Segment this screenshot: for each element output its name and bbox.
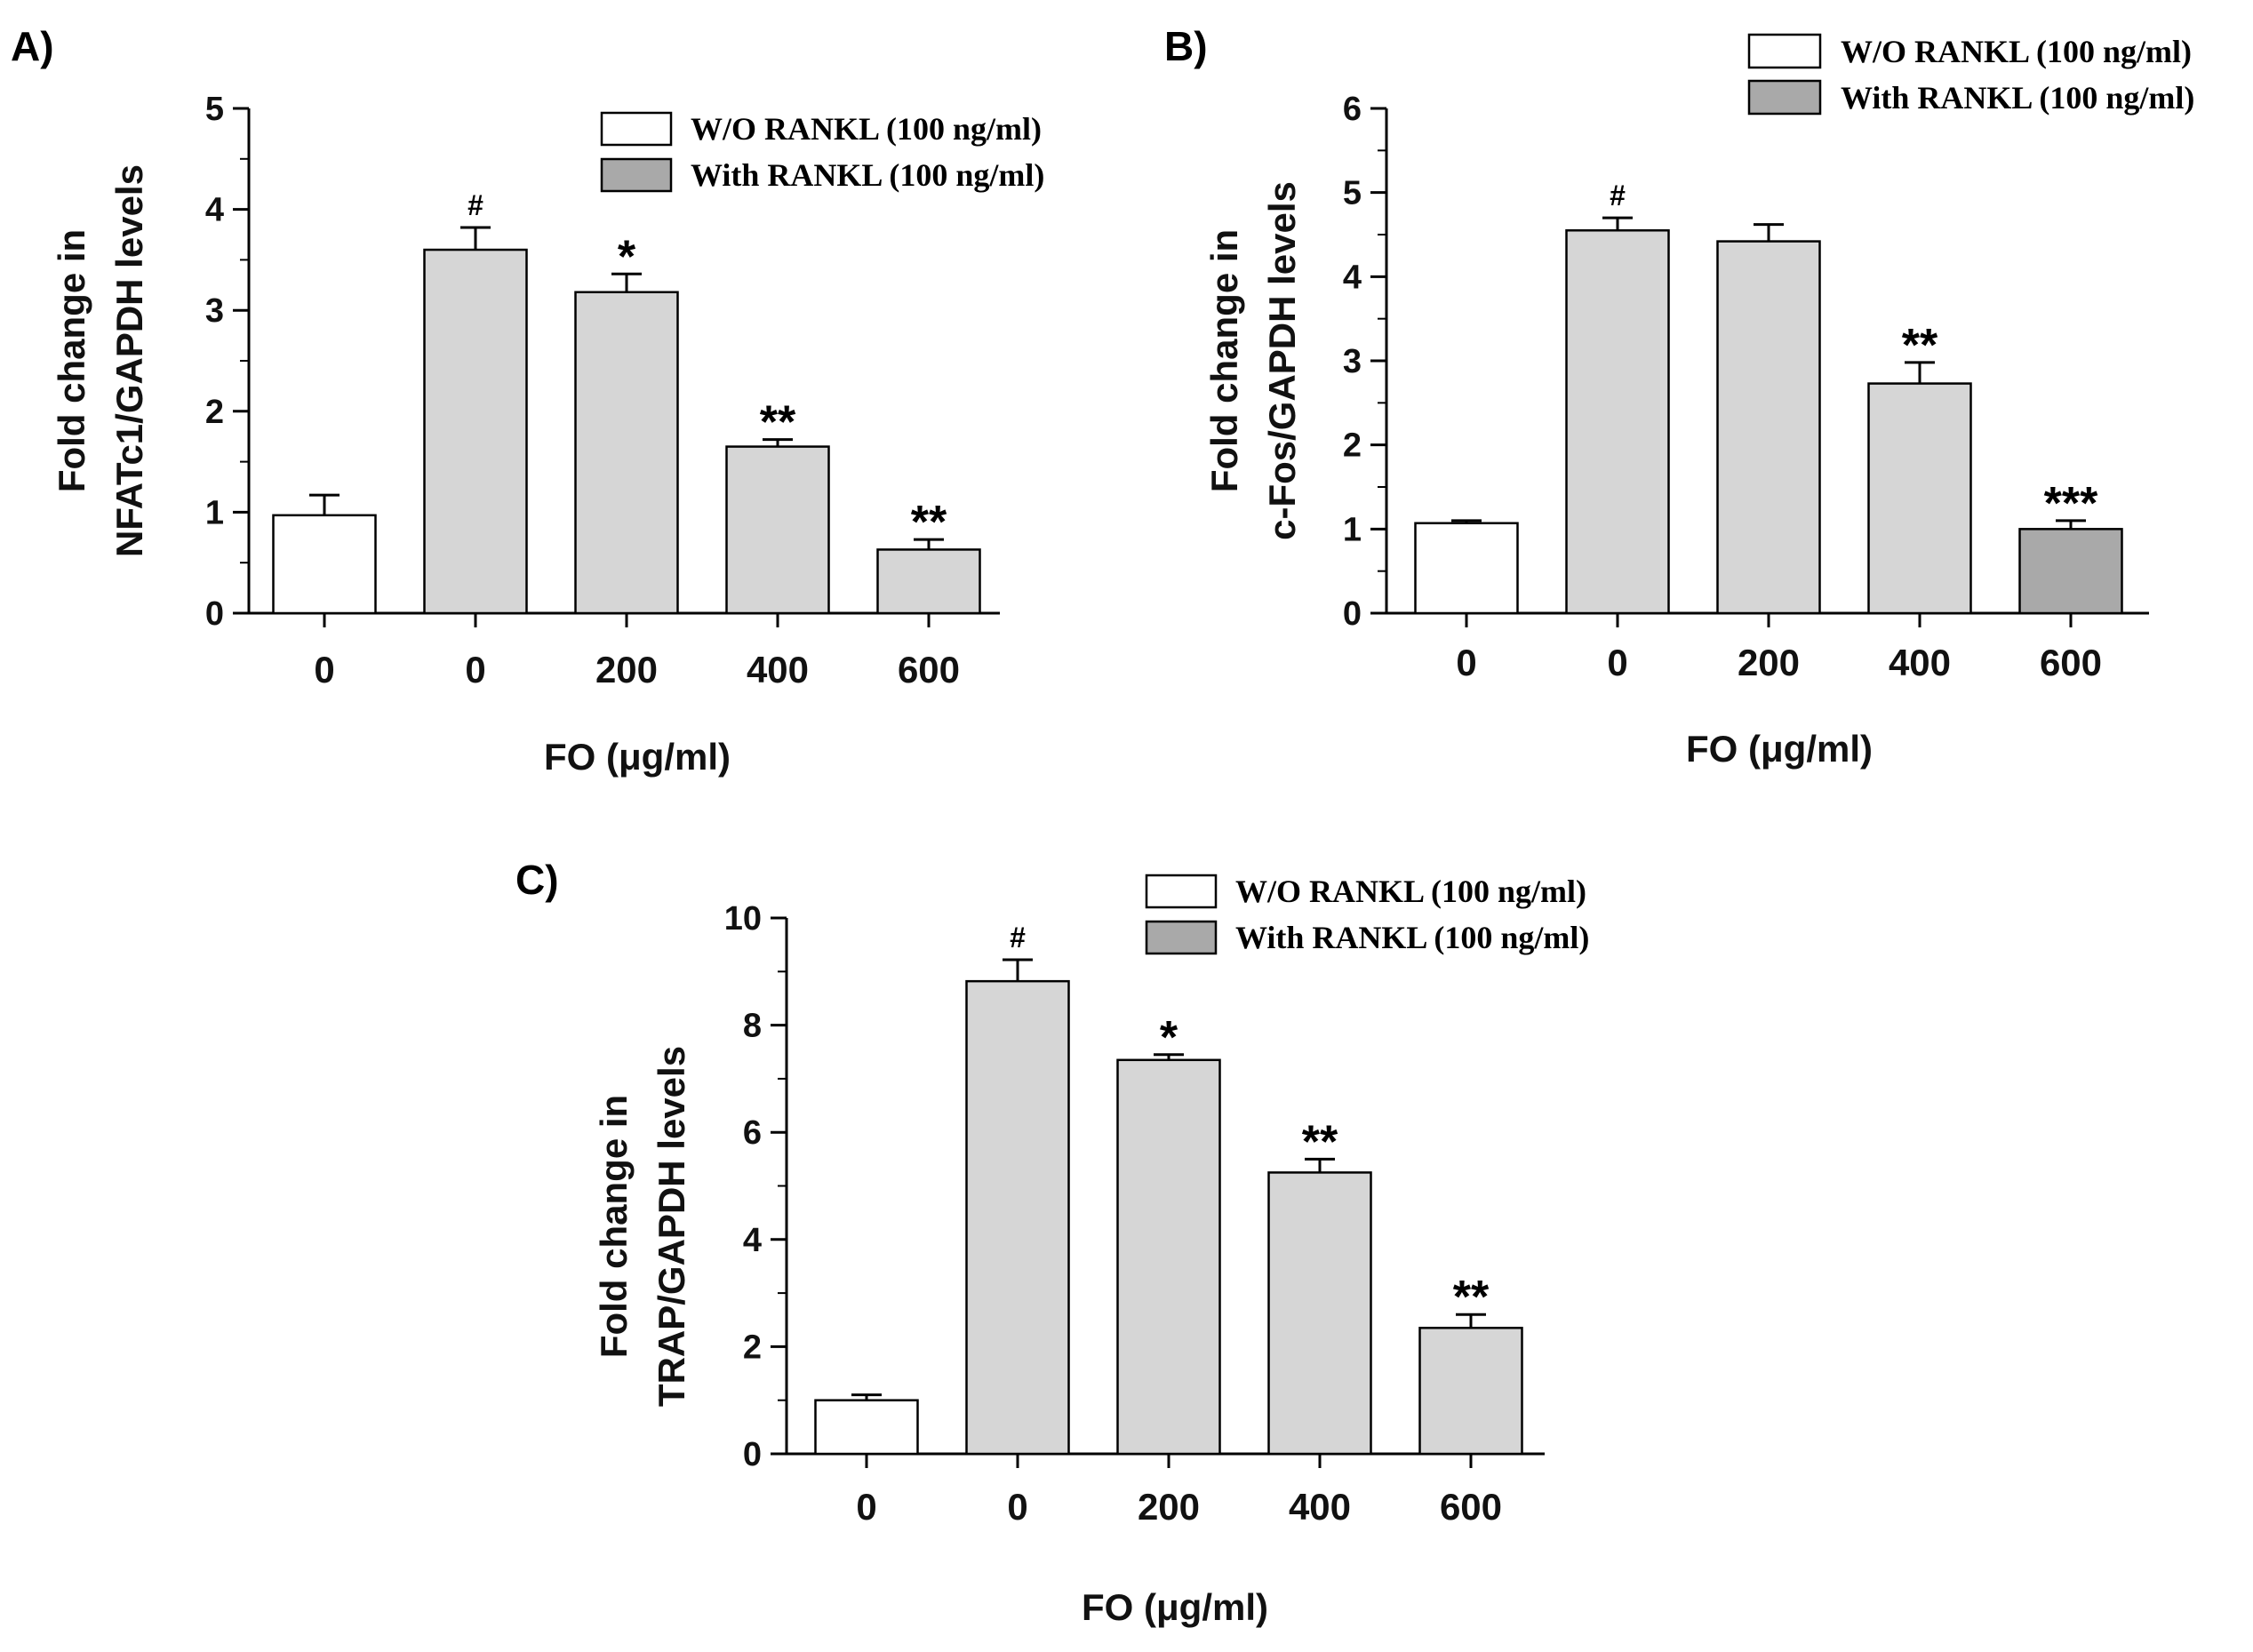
x-tick-label: 0	[856, 1486, 876, 1528]
x-tick-label: 400	[747, 649, 809, 690]
y-tick-label: 0	[205, 595, 224, 633]
x-tick-label: 400	[1289, 1486, 1351, 1528]
significance-label: **	[911, 497, 947, 548]
x-tick-label: 0	[1007, 1486, 1027, 1528]
x-tick-label: 200	[1138, 1486, 1200, 1528]
significance-label: **	[1302, 1116, 1338, 1168]
y-tick-label: 2	[205, 394, 224, 431]
x-axis-title: FO (μg/ml)	[544, 736, 731, 778]
x-tick-label: 600	[1440, 1486, 1502, 1528]
legend-swatch-without	[1747, 33, 1822, 69]
y-tick-label: 4	[205, 192, 224, 229]
y-tick-label: 4	[743, 1222, 762, 1259]
y-tick-label: 6	[743, 1114, 762, 1152]
panel-label: C)	[515, 857, 559, 903]
x-tick-label: 600	[898, 649, 960, 690]
legend-label-with: With RANKL (100 ng/ml)	[1841, 80, 2194, 116]
x-tick-label: 0	[314, 649, 334, 690]
bar	[1867, 382, 1972, 615]
y-axis-title: Fold change in	[1203, 229, 1245, 492]
bar	[876, 548, 981, 615]
bar	[1116, 1058, 1221, 1456]
bar	[1418, 1327, 1523, 1456]
bar	[1565, 229, 1670, 615]
x-tick-label: 200	[1738, 642, 1800, 683]
legend: W/O RANKL (100 ng/ml) With RANKL (100 ng/…	[1747, 33, 2194, 116]
legend: W/O RANKL (100 ng/ml) With RANKL (100 ng/…	[1145, 874, 1589, 955]
y-tick-label: 2	[1343, 427, 1362, 465]
significance-label: **	[1902, 320, 1938, 371]
legend-swatch-without	[1145, 874, 1218, 909]
legend-label-without: W/O RANKL (100 ng/ml)	[691, 111, 1042, 147]
x-tick-label: 0	[1456, 642, 1476, 683]
panel-c: C) 0 2 4 6 8 10 0 0 #200 * 400 ** 600 ** FO (μg/ml) Fold…	[515, 857, 1589, 1628]
legend-swatch-without	[600, 111, 673, 147]
bar	[1267, 1171, 1372, 1456]
y-tick-label: 1	[205, 494, 224, 531]
bar	[814, 1399, 919, 1456]
significance-label: #	[467, 189, 483, 221]
legend: W/O RANKL (100 ng/ml) With RANKL (100 ng/…	[600, 111, 1044, 193]
bar	[725, 445, 830, 615]
x-tick-label: 0	[465, 649, 485, 690]
y-tick-label: 6	[1343, 91, 1362, 128]
legend-swatch-with	[600, 157, 673, 193]
y-axis-title: Fold change in	[593, 1095, 635, 1358]
bar	[423, 248, 528, 615]
y-axis-title: TRAP/GAPDH levels	[651, 1046, 692, 1407]
bar	[965, 979, 1070, 1456]
panel-label: A)	[11, 23, 54, 69]
y-tick-label: 4	[1343, 259, 1362, 296]
legend-label-without: W/O RANKL (100 ng/ml)	[1841, 34, 2192, 69]
y-tick-label: 1	[1343, 511, 1362, 548]
y-tick-label: 0	[1343, 595, 1362, 633]
bar	[272, 514, 377, 615]
significance-label: ***	[2044, 478, 2098, 530]
y-tick-label: 5	[1343, 175, 1362, 212]
y-tick-label: 3	[205, 292, 224, 330]
y-tick-label: 3	[1343, 343, 1362, 380]
y-tick-label: 0	[743, 1436, 762, 1473]
significance-label: #	[1010, 922, 1026, 954]
y-axis-title: Fold change in	[51, 229, 92, 492]
x-tick-label: 0	[1607, 642, 1627, 683]
legend-label-without: W/O RANKL (100 ng/ml)	[1235, 874, 1586, 909]
y-axis-title: c-Fos/GAPDH levels	[1261, 181, 1303, 540]
panel-label: B)	[1164, 23, 1208, 69]
x-tick-label: 200	[595, 649, 658, 690]
significance-label: **	[1453, 1272, 1490, 1323]
y-tick-label: 8	[743, 1008, 762, 1045]
y-tick-label: 10	[724, 900, 762, 938]
bar	[1716, 240, 1821, 615]
y-tick-label: 2	[743, 1329, 762, 1366]
significance-label: **	[760, 397, 796, 449]
bar	[574, 291, 679, 615]
x-axis-title: FO (μg/ml)	[1686, 728, 1873, 770]
x-axis-title: FO (μg/ml)	[1082, 1586, 1268, 1628]
panel-a: A) 0 1 2 3 4 5 0 0 #200 * 400 ** 600 ** FO (μg/ml) Fold …	[11, 23, 1044, 778]
x-tick-label: 400	[1889, 642, 1951, 683]
legend-label-with: With RANKL (100 ng/ml)	[691, 157, 1044, 193]
significance-label: *	[618, 231, 636, 283]
x-tick-label: 600	[2040, 642, 2102, 683]
legend-label-with: With RANKL (100 ng/ml)	[1235, 920, 1589, 955]
legend-swatch-with	[1747, 79, 1822, 116]
significance-label: *	[1160, 1012, 1178, 1064]
y-axis-title: NFATc1/GAPDH levels	[108, 164, 150, 557]
y-tick-label: 5	[205, 91, 224, 128]
bar	[1414, 522, 1519, 615]
bar	[2018, 528, 2123, 615]
legend-swatch-with	[1145, 920, 1218, 955]
significance-label: #	[1610, 180, 1626, 211]
